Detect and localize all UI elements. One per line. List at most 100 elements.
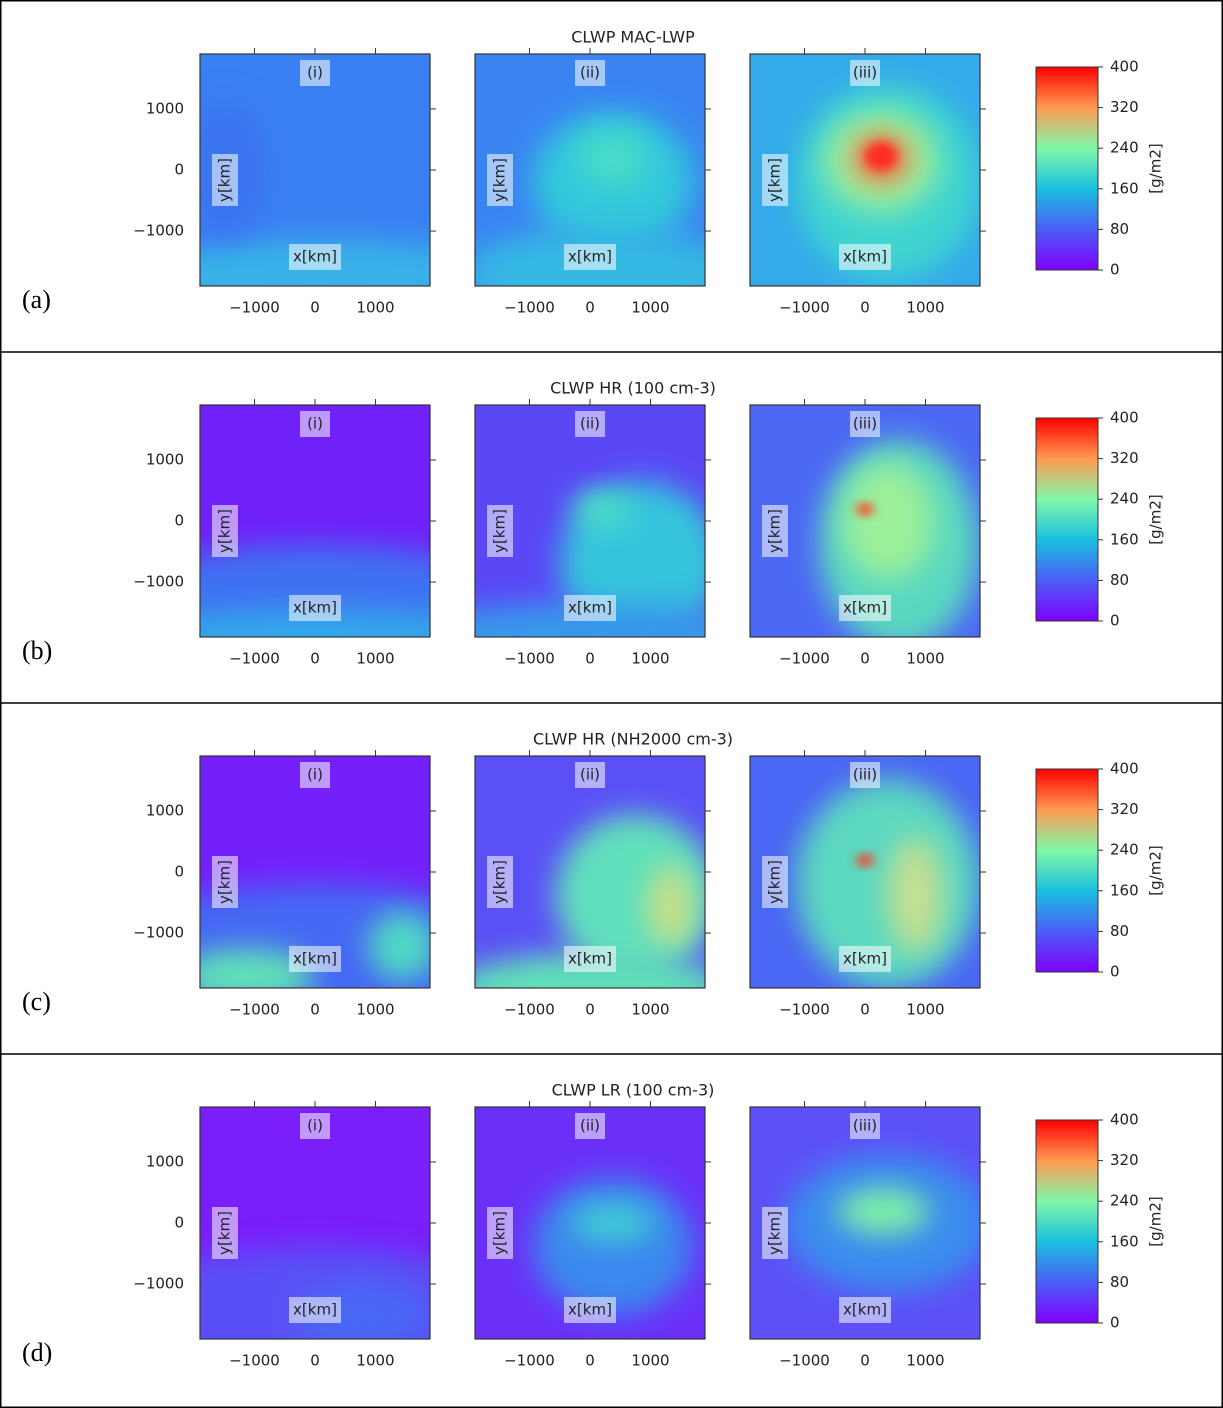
colorbar-tick-label: 240 (1110, 490, 1139, 508)
chart-title: CLWP HR (NH2000 cm-3) (533, 730, 733, 749)
label-box (839, 595, 891, 621)
y-tick-label: −1000 (133, 1275, 184, 1293)
field-blob (571, 1204, 655, 1242)
x-tick-label: −1000 (779, 1352, 830, 1370)
x-tick-label: −1000 (229, 1352, 280, 1370)
label-box (300, 411, 330, 437)
label-box (762, 505, 788, 557)
label-box (300, 762, 330, 788)
x-tick-label: −1000 (504, 1352, 555, 1370)
x-axis-label: x[km] (843, 599, 887, 617)
x-axis-label: x[km] (568, 248, 612, 266)
x-tick-label: −1000 (504, 650, 555, 668)
colorbar (1035, 768, 1099, 973)
contour-field (200, 405, 430, 637)
panel-label: (ii) (580, 64, 600, 82)
colorbar-tick-label: 160 (1110, 179, 1139, 197)
x-tick-label: −1000 (229, 1001, 280, 1019)
colorbar-tick-label: 320 (1110, 449, 1139, 467)
x-tick-label: 1000 (356, 1352, 394, 1370)
field-blob (837, 1188, 930, 1235)
colorbar-tick-label: 400 (1110, 1111, 1139, 1129)
colorbar-tick-label: 240 (1110, 841, 1139, 859)
panel-label: (iii) (853, 64, 877, 82)
x-tick-label: 0 (860, 1352, 870, 1370)
x-axis-label: x[km] (843, 950, 887, 968)
colorbar-tick-label: 0 (1110, 612, 1120, 630)
y-axis-label: y[km] (766, 158, 784, 202)
x-tick-label: 0 (860, 650, 870, 668)
x-tick-label: 1000 (906, 299, 944, 317)
field-blob (855, 503, 875, 516)
row-label: (c) (22, 987, 51, 1016)
row-label: (a) (22, 285, 51, 314)
y-axis-label: y[km] (766, 860, 784, 904)
colorbar (1035, 1119, 1099, 1324)
contour-field (200, 54, 430, 286)
x-tick-label: 0 (310, 1352, 320, 1370)
y-axis-label: y[km] (216, 158, 234, 202)
colorbar-tick-label: 240 (1110, 1192, 1139, 1210)
x-tick-label: 0 (585, 650, 595, 668)
colorbar-tick-label: 80 (1110, 220, 1129, 238)
row-label: (d) (22, 1338, 52, 1367)
label-box (850, 411, 880, 437)
colorbar-label: [g/m2] (1147, 845, 1165, 895)
label-box (564, 595, 616, 621)
y-tick-label: 0 (174, 1214, 184, 1232)
label-box (300, 1113, 330, 1139)
x-tick-label: 1000 (356, 1001, 394, 1019)
label-box (762, 856, 788, 908)
panel-label: (iii) (853, 1117, 877, 1135)
label-box (839, 244, 891, 270)
label-box (487, 154, 513, 206)
field-blob (292, 1281, 430, 1339)
x-tick-label: 0 (310, 650, 320, 668)
colorbar-label: [g/m2] (1147, 143, 1165, 193)
field-blob (865, 142, 898, 170)
x-axis-label: x[km] (568, 950, 612, 968)
field-blob (647, 865, 694, 949)
x-tick-label: 1000 (906, 650, 944, 668)
contour-field (750, 405, 980, 637)
colorbar-tick-label: 240 (1110, 139, 1139, 157)
x-tick-label: 1000 (631, 650, 669, 668)
field-blob (532, 1176, 694, 1316)
y-axis-label: y[km] (766, 509, 784, 553)
x-axis-label: x[km] (843, 248, 887, 266)
y-tick-label: 0 (174, 863, 184, 881)
colorbar-tick-label: 400 (1110, 760, 1139, 778)
x-tick-label: 0 (585, 299, 595, 317)
colorbar-tick-label: 320 (1110, 800, 1139, 818)
colorbar-tick-label: 160 (1110, 530, 1139, 548)
field-blob (367, 911, 430, 982)
field-blob (855, 854, 875, 867)
x-tick-label: 0 (310, 299, 320, 317)
chart-title: CLWP LR (100 cm-3) (552, 1081, 715, 1100)
label-box (289, 244, 341, 270)
label-box (575, 762, 605, 788)
y-tick-label: 1000 (146, 801, 184, 819)
label-box (762, 154, 788, 206)
panel-label: (i) (307, 64, 323, 82)
colorbar-tick-label: 320 (1110, 1151, 1139, 1169)
label-box (289, 595, 341, 621)
x-tick-label: −1000 (779, 1001, 830, 1019)
x-tick-label: 1000 (356, 650, 394, 668)
y-tick-label: 1000 (146, 99, 184, 117)
y-axis-label: y[km] (216, 509, 234, 553)
colorbar-label: [g/m2] (1147, 494, 1165, 544)
label-box (487, 856, 513, 908)
colorbar-tick-label: 0 (1110, 963, 1120, 981)
y-tick-label: 0 (174, 512, 184, 530)
colorbar-tick-label: 0 (1110, 261, 1120, 279)
x-axis-label: x[km] (293, 1301, 337, 1319)
label-box (212, 505, 238, 557)
y-tick-label: 1000 (146, 450, 184, 468)
colorbar-tick-label: 80 (1110, 1273, 1129, 1291)
y-tick-label: −1000 (133, 573, 184, 591)
x-tick-label: 1000 (356, 299, 394, 317)
contour-field (750, 54, 980, 286)
